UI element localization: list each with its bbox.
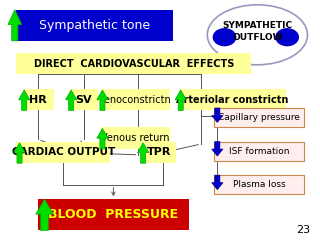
Text: DIRECT  CARDIOVASCULAR  EFFECTS: DIRECT CARDIOVASCULAR EFFECTS (34, 59, 234, 69)
Polygon shape (175, 90, 186, 110)
Text: ISF formation: ISF formation (229, 147, 289, 156)
FancyBboxPatch shape (69, 89, 98, 110)
Polygon shape (36, 199, 53, 230)
Text: HR: HR (29, 95, 47, 105)
FancyBboxPatch shape (38, 199, 188, 230)
Circle shape (212, 28, 236, 46)
Text: Venoconstrictn: Venoconstrictn (99, 95, 172, 105)
Text: Arteriolar constrictn: Arteriolar constrictn (176, 95, 289, 105)
Text: Plasma loss: Plasma loss (233, 180, 285, 189)
FancyBboxPatch shape (101, 89, 170, 110)
Text: Capillary pressure: Capillary pressure (218, 113, 300, 122)
Text: Sympathetic tone: Sympathetic tone (39, 19, 150, 32)
Polygon shape (97, 128, 108, 149)
Polygon shape (212, 108, 223, 122)
FancyBboxPatch shape (213, 108, 304, 127)
FancyBboxPatch shape (213, 175, 304, 194)
Polygon shape (212, 175, 223, 190)
FancyBboxPatch shape (16, 142, 110, 163)
Text: Venous return: Venous return (101, 133, 170, 143)
Polygon shape (138, 143, 149, 163)
Polygon shape (19, 90, 30, 110)
Text: 23: 23 (297, 225, 311, 235)
FancyBboxPatch shape (141, 142, 176, 163)
FancyBboxPatch shape (16, 53, 251, 74)
Text: SV: SV (76, 95, 92, 105)
Text: OUTFLOW: OUTFLOW (232, 33, 283, 42)
Text: CARDIAC OUTPUT: CARDIAC OUTPUT (12, 147, 115, 157)
Polygon shape (14, 143, 25, 163)
Polygon shape (212, 142, 223, 156)
FancyBboxPatch shape (179, 89, 285, 110)
Polygon shape (8, 10, 22, 41)
Polygon shape (97, 90, 108, 110)
FancyBboxPatch shape (23, 89, 54, 110)
FancyBboxPatch shape (16, 10, 173, 41)
Text: BLOOD  PRESSURE: BLOOD PRESSURE (48, 208, 179, 221)
FancyBboxPatch shape (101, 127, 170, 149)
Polygon shape (66, 90, 77, 110)
FancyBboxPatch shape (213, 142, 304, 161)
Text: TPR: TPR (147, 147, 171, 157)
Circle shape (275, 28, 299, 46)
Text: SYMPATHETIC: SYMPATHETIC (222, 21, 292, 30)
